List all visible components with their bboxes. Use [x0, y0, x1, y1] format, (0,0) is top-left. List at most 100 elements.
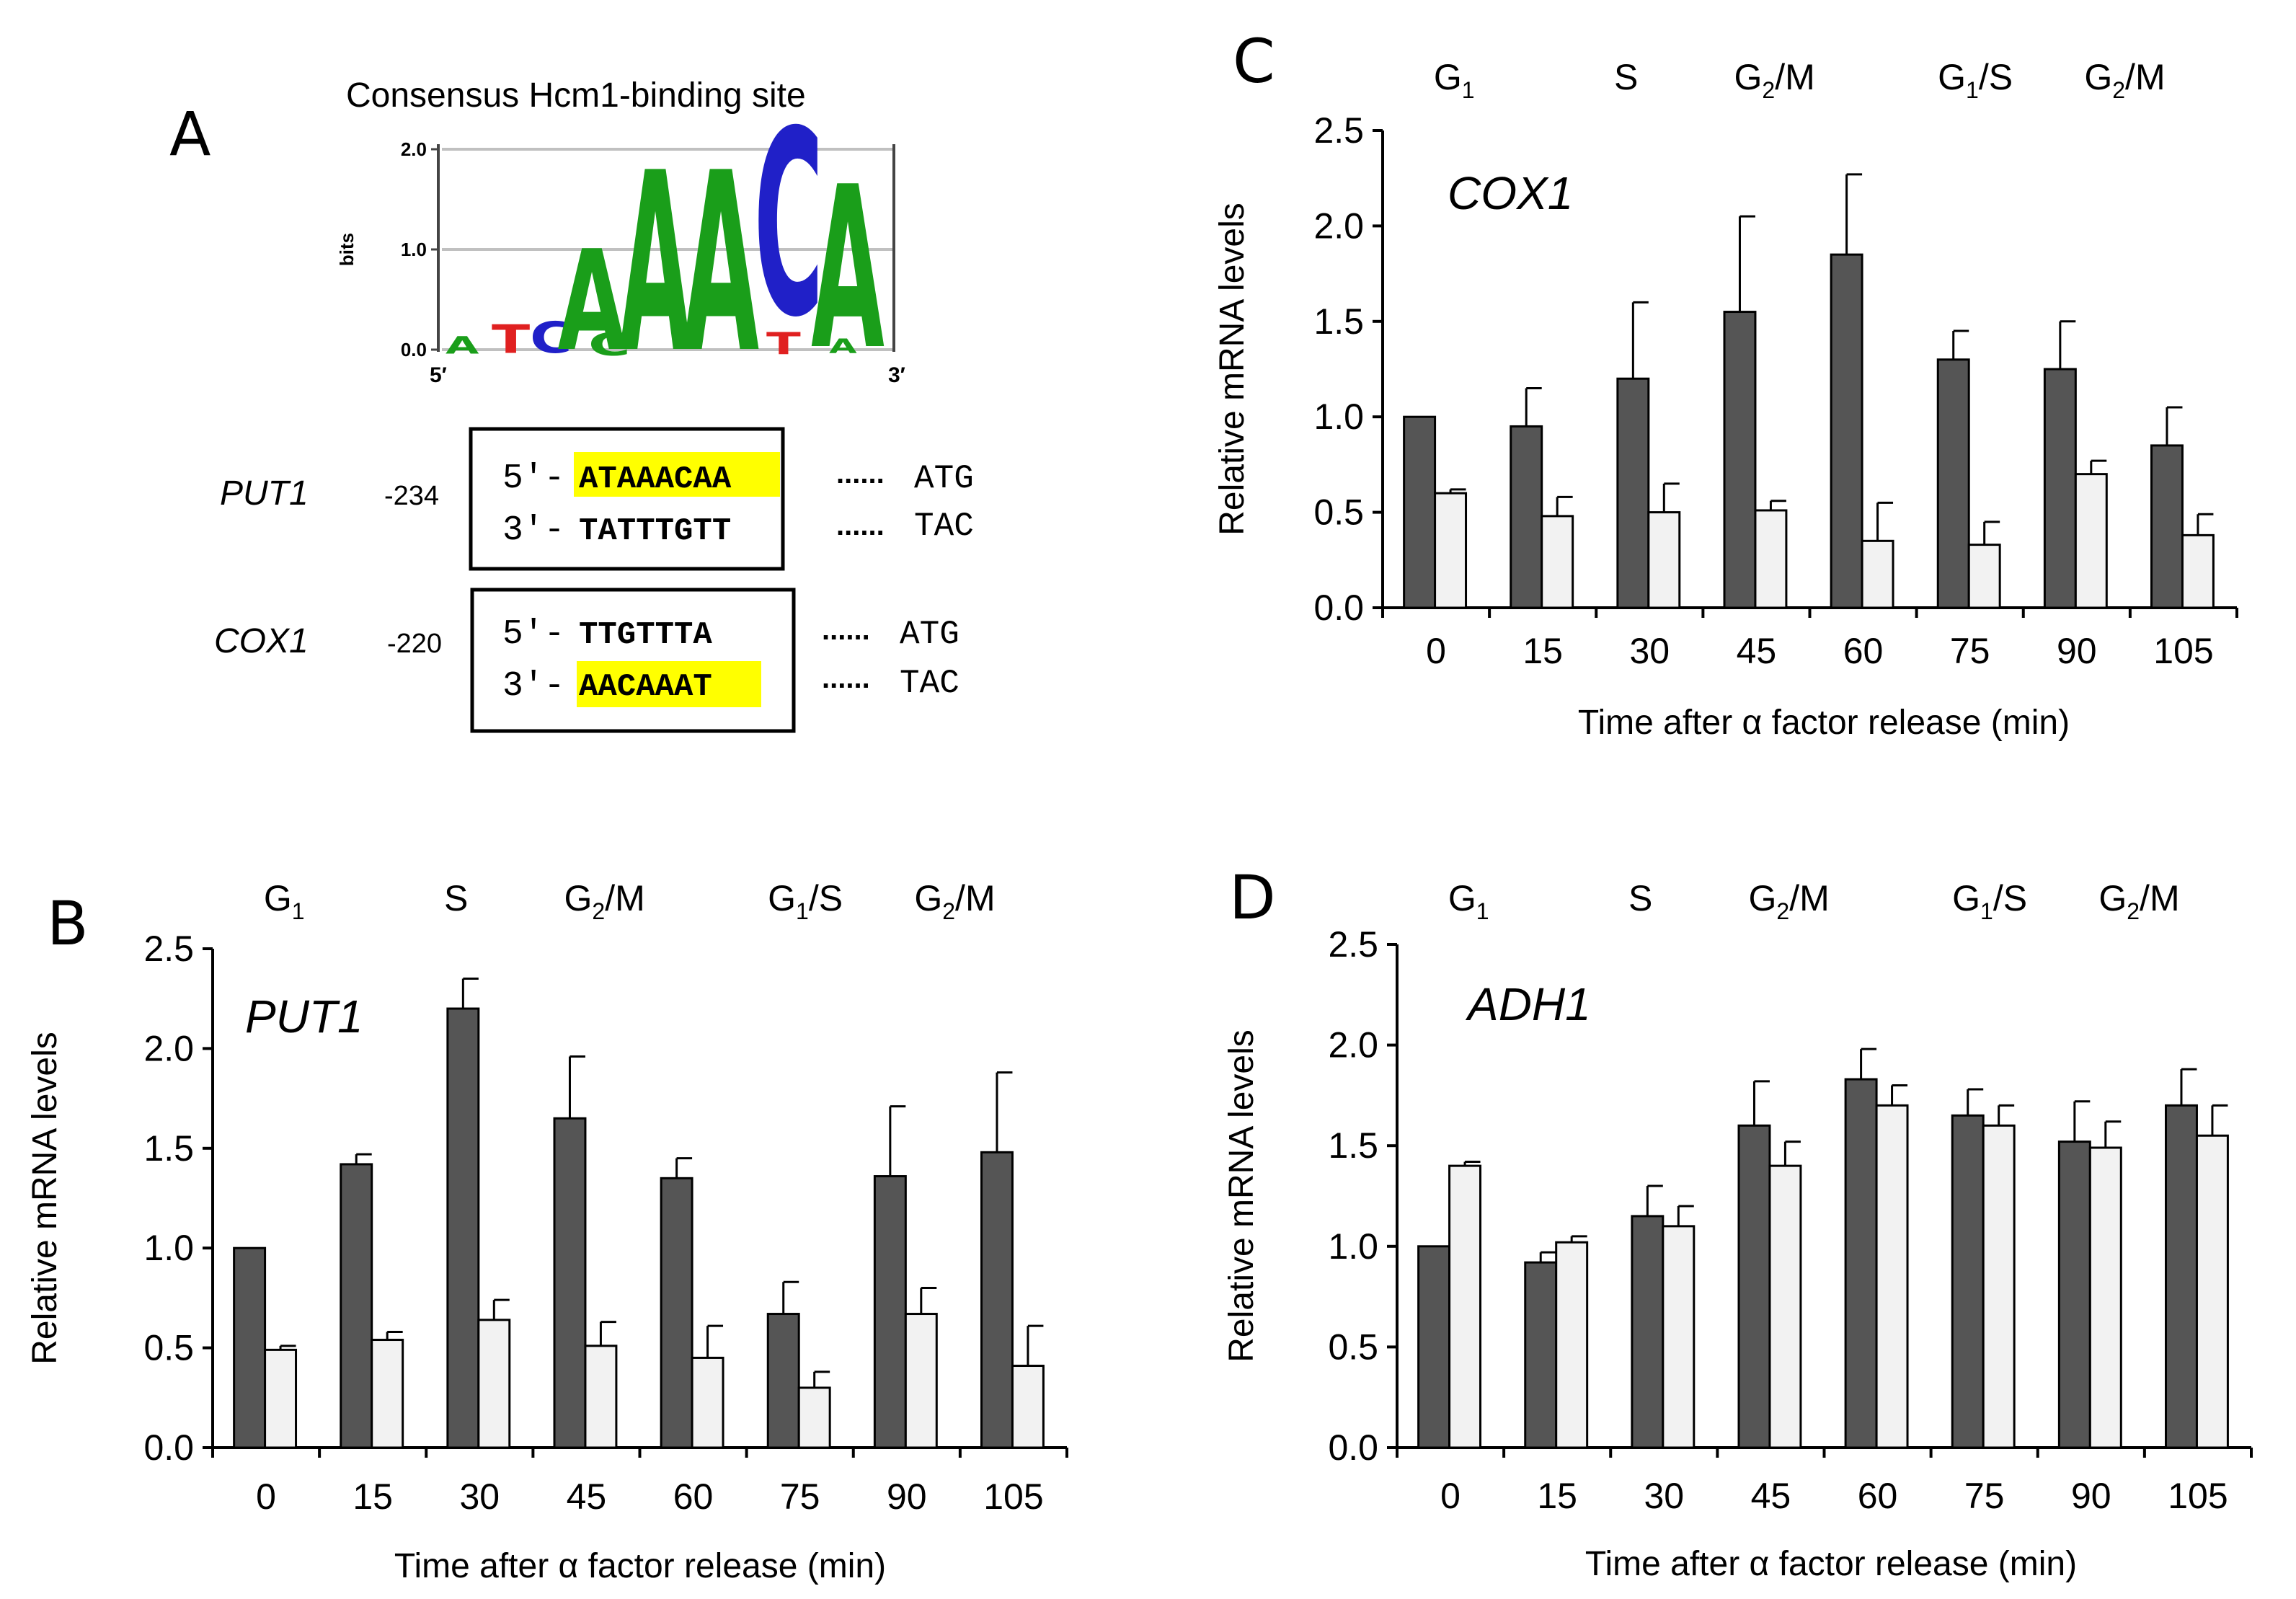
bar-dark-45: [553, 1117, 587, 1449]
logo-letter-a-2: A: [619, 121, 691, 409]
logo-letter-a-1: A: [557, 221, 626, 382]
y-tick-label: 2.0: [143, 1028, 194, 1068]
y-tick-label: 2.0: [1313, 205, 1364, 246]
bar-dark-75: [1951, 1114, 1985, 1449]
bar-light-75: [1982, 1124, 2016, 1449]
put1-promoter: PUT1 -234 5′- ATAAACAA 3′- TATTTGTT ....…: [220, 427, 974, 571]
y-tick-label: 0.5: [1313, 492, 1364, 533]
phase-label-3: G2/M: [1748, 878, 1829, 924]
bar-light-60: [1875, 1104, 1909, 1449]
bar-dark-60: [660, 1177, 693, 1449]
phase-label-2: S: [1628, 878, 1652, 918]
cox1-position: -220: [387, 629, 442, 659]
phase-label-3: G2/M: [564, 878, 644, 924]
put1-highlight: [574, 452, 780, 497]
x-tick-label-90: 90: [887, 1476, 927, 1517]
x-tick-label-105: 105: [2168, 1476, 2228, 1516]
bar-light-30: [1662, 1225, 1696, 1449]
bar-dark-15: [1524, 1261, 1558, 1449]
phase-label-4: G1/S: [768, 878, 843, 924]
bar-light-0: [1434, 492, 1468, 609]
x-tick-label-105: 105: [2153, 631, 2213, 671]
bar-light-90: [2074, 473, 2108, 609]
bar-light-105: [1011, 1365, 1045, 1449]
bar-light-15: [1541, 515, 1574, 609]
put1-position: -234: [384, 481, 439, 511]
x-tick-label-15: 15: [1537, 1476, 1577, 1516]
phase-label-5: G2/M: [914, 878, 995, 924]
bar-dark-30: [1616, 377, 1650, 609]
phase-label-3: G2/M: [1734, 57, 1814, 103]
gene-label: COX1: [1448, 167, 1573, 219]
y-tick-label: 1.5: [143, 1128, 194, 1169]
put1-gene-label: PUT1: [220, 474, 309, 513]
y-tick-label: 2.5: [1328, 924, 1378, 965]
panel-b-letter: B: [47, 888, 89, 959]
x-tick-label-60: 60: [1858, 1476, 1898, 1516]
x-tick-label-75: 75: [1964, 1476, 2005, 1516]
y-tick-label: 1.0: [1328, 1226, 1378, 1267]
bar-light-30: [1647, 511, 1681, 609]
panel-c-cox1-chart: C G1 S G2/M G1/S G2/M COX1 0.0 0.5 1.0 1.5 2.0 2.5 0 1…: [1213, 26, 2238, 742]
cox1-strand2-prefix: 3′-: [502, 667, 564, 706]
bar-dark-15: [1510, 425, 1543, 609]
bar-dark-15: [340, 1163, 373, 1449]
bar-light-105: [2181, 533, 2215, 609]
sequence-logo: 2.0 1.0 0.0 bits 5′ 3′ A T C C T A AAACA: [336, 77, 905, 408]
put1-strand2-seq: TATTTGTT: [579, 513, 731, 549]
gene-label: PUT1: [245, 991, 363, 1042]
y-tick-label: 2.0: [1328, 1025, 1378, 1066]
cox1-strand2-seq: AACAAAT: [579, 669, 712, 705]
bar-light-60: [1861, 539, 1894, 609]
bar-light-30: [477, 1319, 511, 1449]
y-tick-label: 1.5: [1313, 301, 1364, 342]
cox1-box: [470, 588, 796, 733]
y-tick-label: 0.5: [1328, 1326, 1378, 1367]
gene-label: ADH1: [1465, 978, 1591, 1030]
bar-light-75: [797, 1386, 831, 1449]
panel-d-letter: D: [1229, 862, 1276, 933]
logo-ytick-0: 0.0: [401, 339, 427, 360]
bar-dark-0: [1403, 415, 1437, 609]
logo-letter-a-3: A: [683, 120, 760, 407]
bar-dark-60: [1844, 1078, 1878, 1449]
phase-label-1: G1: [1448, 878, 1489, 924]
y-axis-label: Relative mRNA levels: [26, 1032, 64, 1364]
bar-dark-90: [2043, 368, 2077, 609]
panel-a-letter: A: [169, 99, 210, 169]
bar-light-45: [1768, 1164, 1802, 1449]
panel-a: A Consensus Hcm1-binding site 2.0 1.0 0.…: [169, 76, 974, 733]
logo-ytick-2: 2.0: [401, 138, 427, 160]
bar-light-0: [264, 1348, 298, 1449]
bar-light-105: [2195, 1134, 2229, 1449]
x-tick-label-30: 30: [460, 1476, 500, 1517]
phase-label-4: G1/S: [1938, 57, 2013, 103]
phase-label-2: S: [1614, 57, 1638, 97]
bar-dark-45: [1737, 1124, 1771, 1449]
panel-d-adh1-chart: D G1 S G2/M G1/S G2/M ADH1 0.0 0.5 1.0 1.5 2.0 2.5 0 1…: [1223, 862, 2253, 1583]
cox1-strand1-seq: TTGTTTA: [579, 617, 712, 653]
put1-strand2-codon: TAC: [914, 508, 974, 545]
bar-dark-75: [1936, 358, 1970, 609]
cox1-highlight: [577, 661, 761, 707]
x-axis-label: Time after α factor release (min): [394, 1547, 886, 1585]
x-tick-label-30: 30: [1630, 631, 1670, 671]
put1-box: [469, 427, 785, 571]
y-tick-label: 0.0: [143, 1427, 194, 1468]
x-tick-label-0: 0: [256, 1476, 276, 1517]
bar-dark-105: [2165, 1104, 2198, 1449]
put1-strand1-seq: ATAAACAA: [579, 461, 732, 497]
logo-letter-a-5: A: [811, 140, 885, 400]
bar-dark-30: [446, 1007, 480, 1449]
bar-dark-45: [1723, 311, 1757, 609]
cox1-gene-label: COX1: [214, 622, 309, 660]
svg-text:T: T: [492, 316, 530, 362]
x-tick-label-45: 45: [567, 1476, 607, 1517]
bar-light-75: [1967, 544, 2001, 609]
logo-ytick-1: 1.0: [401, 239, 427, 260]
x-tick-label-90: 90: [2057, 631, 2097, 671]
bar-light-0: [1448, 1164, 1482, 1449]
cox1-strand2-dots: ......: [822, 663, 870, 694]
logo-main-letters: AAACA: [557, 77, 884, 408]
